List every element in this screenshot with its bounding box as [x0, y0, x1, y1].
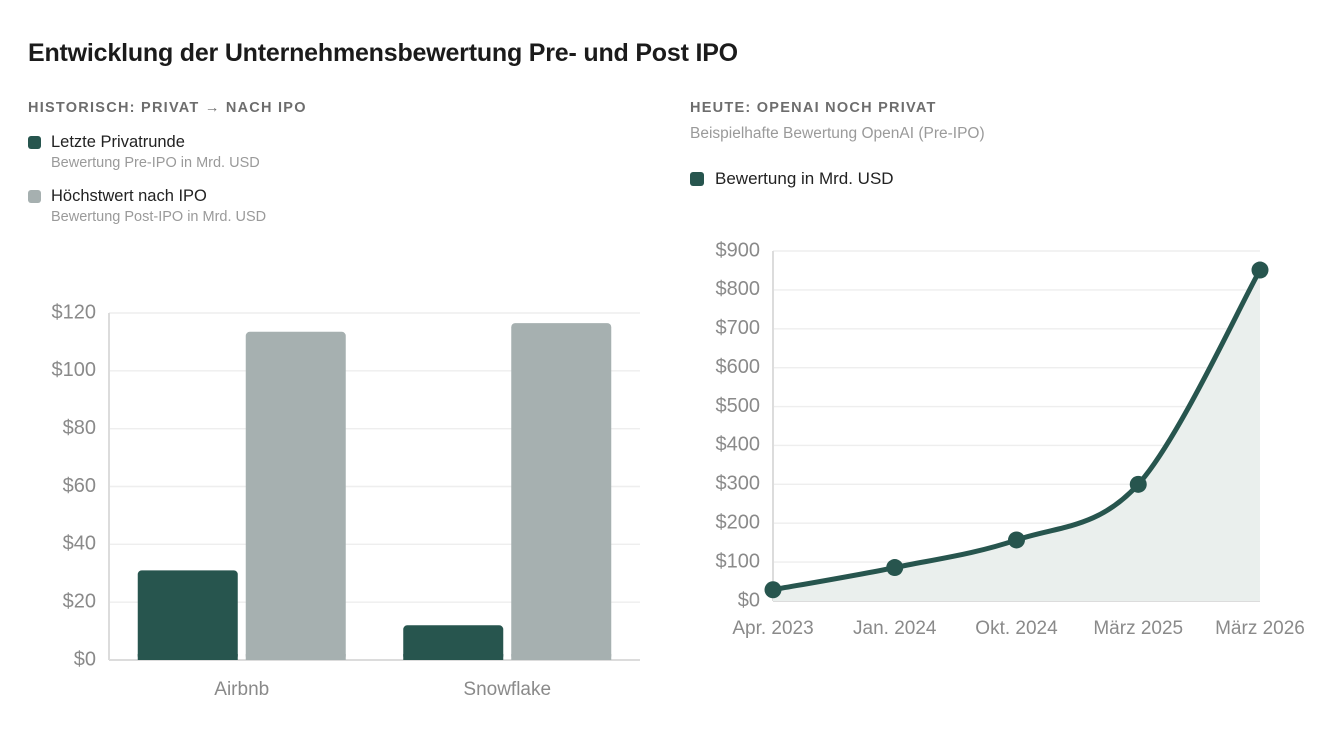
bar-base [403, 654, 504, 660]
data-point-marker [1129, 475, 1147, 493]
bar-chart: $0 $20 $40 $60 $80 $100 $120 Airbnb Snowflake [28, 300, 660, 710]
legend-swatch-icon-bewertung [690, 172, 704, 186]
x-axis-category-label: Airbnb [214, 679, 269, 700]
bar-chart-legend: Letzte Privatrunde Bewertung Pre-IPO in … [28, 133, 660, 225]
y-axis-tick-label: $0 [738, 589, 760, 611]
bar-gridlines: $0 $20 $40 $60 $80 $100 $120 [52, 301, 640, 670]
legend-label-post-ipo: Höchstwert nach IPO [51, 187, 207, 205]
x-axis-tick-label: März 2026 [1215, 618, 1305, 639]
line-chart-svg: $0 $100 $200 $300 $400 $500 $600 $700 $800 $900 Ap… [716, 239, 1305, 639]
y-axis-tick-label: $40 [63, 533, 96, 555]
left-panel: HISTORISCH: PRIVAT → NACH IPO Letzte Pri… [28, 100, 660, 225]
bar [245, 331, 346, 660]
y-axis-tick-label: $800 [716, 278, 761, 300]
page-title: Entwicklung der Unternehmensbewertung Pr… [28, 38, 738, 67]
legend-sublabel-pre-ipo: Bewertung Pre-IPO in Mrd. USD [51, 155, 260, 171]
legend-entry-pre-ipo: Letzte Privatrunde Bewertung Pre-IPO in … [28, 133, 660, 171]
data-point-marker [1251, 261, 1269, 279]
bar [511, 323, 612, 660]
legend-label-pre-ipo: Letzte Privatrunde [51, 133, 185, 151]
y-axis-tick-label: $700 [716, 317, 761, 339]
y-axis-tick-label: $100 [716, 550, 761, 572]
bar-base [511, 654, 612, 660]
x-axis-labels: Apr. 2023 Jan. 2024 Okt. 2024 März 2025 März… [732, 618, 1305, 639]
y-axis-tick-label: $500 [716, 395, 761, 417]
bar [403, 625, 504, 660]
right-panel-subtitle: Beispielhafte Bewertung OpenAI (Pre-IPO) [690, 125, 985, 142]
x-axis-tick-label: Jan. 2024 [853, 618, 937, 639]
x-axis-category-label: Snowflake [463, 679, 551, 700]
data-point-marker [886, 559, 904, 577]
line-chart-legend: Bewertung in Mrd. USD [690, 169, 1300, 189]
data-point-marker [1008, 531, 1025, 549]
legend-label-bewertung: Bewertung in Mrd. USD [715, 169, 894, 188]
y-axis-tick-label: $120 [52, 301, 97, 323]
x-axis-tick-label: März 2025 [1093, 618, 1183, 639]
y-axis-tick-label: $0 [74, 648, 96, 670]
y-axis-tick-label: $200 [716, 512, 761, 534]
legend-swatch-icon-pre-ipo [28, 136, 41, 149]
y-axis-tick-label: $80 [63, 417, 96, 439]
legend-sublabel-post-ipo: Bewertung Post-IPO in Mrd. USD [51, 209, 267, 225]
y-axis-tick-label: $600 [716, 356, 761, 378]
y-axis-tick-label: $20 [63, 590, 96, 612]
bar-series-group: Airbnb Snowflake [137, 323, 612, 700]
x-axis-tick-label: Okt. 2024 [975, 618, 1058, 639]
bar [137, 570, 238, 660]
y-axis-tick-label: $60 [63, 475, 96, 497]
y-axis-tick-label: $400 [716, 434, 761, 456]
y-axis-tick-label: $100 [52, 359, 97, 381]
right-panel-kicker: HEUTE: OPENAI NOCH PRIVAT [690, 100, 937, 116]
data-point-marker [764, 581, 782, 599]
bar-chart-svg: $0 $20 $40 $60 $80 $100 $120 Airbnb Snowflake [52, 301, 640, 700]
legend-entry-post-ipo: Höchstwert nach IPO Bewertung Post-IPO i… [28, 187, 660, 225]
right-panel: HEUTE: OPENAI NOCH PRIVAT Beispielhafte … [690, 100, 1300, 189]
left-panel-kicker: HISTORISCH: PRIVAT → NACH IPO [28, 100, 307, 116]
line-path [770, 267, 1263, 593]
y-axis-tick-label: $900 [716, 239, 761, 261]
x-axis-tick-label: Apr. 2023 [732, 618, 813, 639]
data-point-group [764, 261, 1269, 599]
line-chart: $0 $100 $200 $300 $400 $500 $600 $700 $800 $900 Ap… [690, 238, 1305, 648]
bar-base [137, 654, 238, 660]
area-fill [773, 270, 1260, 601]
bar-base [245, 654, 346, 660]
legend-swatch-icon-post-ipo [28, 190, 41, 203]
y-axis-tick-label: $300 [716, 473, 761, 495]
